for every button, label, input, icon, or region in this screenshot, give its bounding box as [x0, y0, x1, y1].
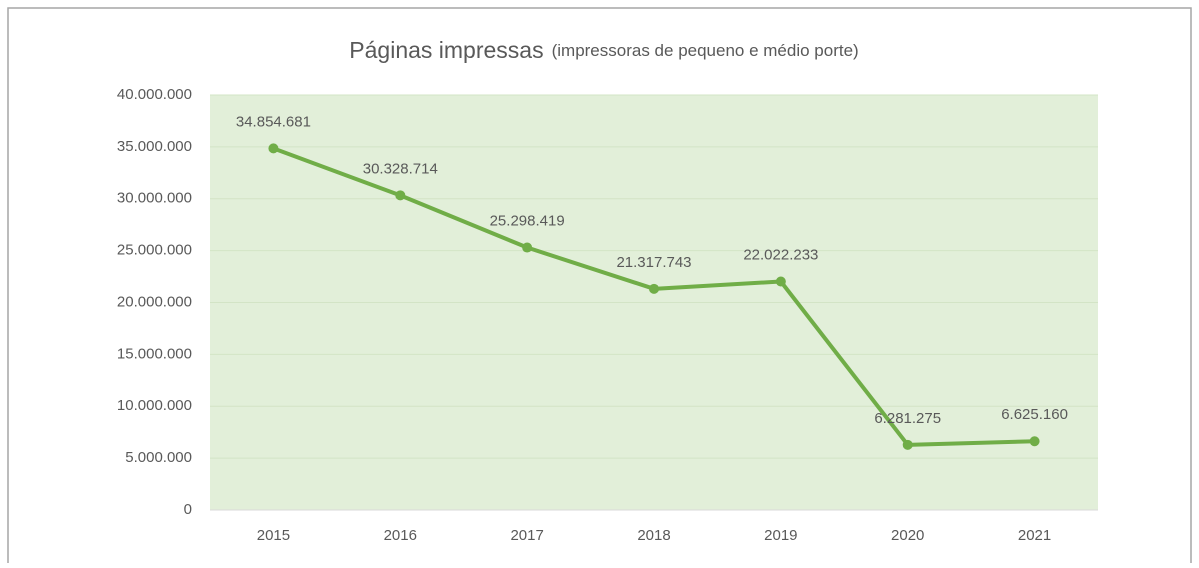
y-tick-label: 20.000.000 — [117, 293, 192, 310]
chart-border — [7, 7, 1192, 563]
x-tick-label: 2021 — [1018, 527, 1051, 544]
data-point — [902, 439, 913, 450]
chart-subtitle: (impressoras de pequeno e médio porte) — [552, 41, 859, 60]
y-tick-label: 5.000.000 — [125, 449, 192, 466]
x-tick-label: 2020 — [891, 527, 924, 544]
x-tick-label: 2018 — [637, 527, 670, 544]
data-label: 21.317.743 — [616, 254, 691, 271]
data-label: 22.022.233 — [743, 246, 818, 263]
x-tick-label: 2015 — [257, 527, 290, 544]
y-tick-label: 35.000.000 — [117, 138, 192, 155]
data-point — [649, 283, 659, 294]
data-label: 6.625.160 — [1001, 406, 1068, 423]
y-tick-label: 15.000.000 — [117, 345, 192, 362]
y-tick-label: 10.000.000 — [117, 397, 192, 414]
data-label: 34.854.681 — [236, 113, 311, 130]
data-label: 6.281.275 — [874, 410, 941, 427]
data-point — [1029, 436, 1040, 447]
data-label: 30.328.714 — [363, 160, 438, 177]
x-tick-label: 2019 — [764, 527, 797, 544]
data-point — [395, 190, 406, 201]
y-tick-label: 30.000.000 — [117, 190, 192, 207]
data-point — [522, 242, 533, 253]
y-tick-label: 0 — [184, 501, 192, 518]
data-label: 25.298.419 — [490, 212, 565, 229]
x-tick-label: 2016 — [384, 527, 417, 544]
y-tick-label: 25.000.000 — [117, 242, 192, 259]
chart-title-group: Páginas impressas (impressoras de pequeno… — [349, 37, 858, 63]
chart-title: Páginas impressas — [349, 37, 543, 63]
data-point — [775, 276, 786, 287]
x-tick-label: 2017 — [510, 527, 543, 544]
y-tick-label: 40.000.000 — [117, 86, 192, 103]
data-point — [268, 143, 279, 154]
